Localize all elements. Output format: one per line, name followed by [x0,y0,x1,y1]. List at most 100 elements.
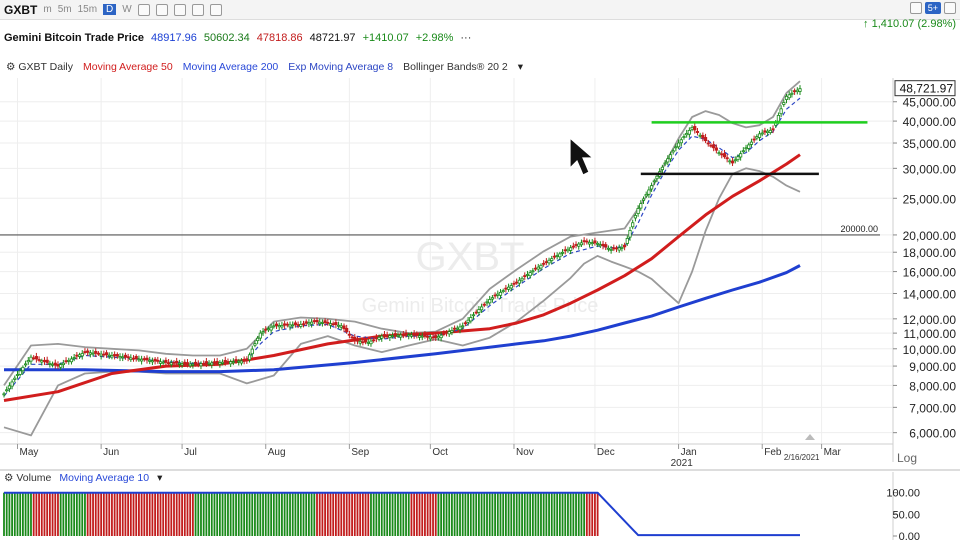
y-tick-label: 45,000.00 [903,96,957,110]
candle-body [525,274,530,276]
candle-body [110,355,114,358]
candle-body [768,129,772,133]
link-icon[interactable] [209,3,222,16]
legend-gear-icon[interactable]: ⚙ [6,61,16,73]
ma50-line [3,153,801,402]
candle-body [536,266,540,270]
volume-bar [475,492,478,536]
candle-body [706,142,710,145]
volume-bar [367,492,370,536]
volume-bar [540,492,542,536]
volume-bar [321,492,324,536]
candle-body [466,319,470,323]
symbol-label[interactable]: GXBT [4,2,38,17]
volume-bar [113,492,116,536]
volume-bar [445,492,448,536]
candle-body [336,324,341,327]
volume-bar [545,492,548,536]
volume-bar [75,492,78,536]
candle-body [496,293,500,296]
bollinger-bands [3,80,801,437]
volume-bar [388,492,391,536]
volume-bar [208,492,210,536]
header-change: ↑ 1,410.07 (2.98%) [863,18,956,30]
candle-body [204,361,208,364]
candle-body [207,362,211,365]
volume-bar [84,492,86,536]
candle-body [798,88,802,92]
candle-body [614,247,619,250]
timeframe-daily[interactable]: D [103,4,117,15]
price-header: Gemini Bitcoin Trade Price 48917.96 5060… [0,30,960,46]
volume-bar [3,492,5,536]
volume-legend-label[interactable]: ⚙ Volume [4,472,52,484]
volume-gear-icon[interactable]: ⚙ [4,472,14,484]
candle-body [547,259,551,264]
legend-dropdown-icon[interactable]: ▾ [517,61,524,73]
drawing-tools-icon[interactable] [155,3,168,16]
candle-body [145,357,149,361]
legend-ma200[interactable]: Moving Average 200 [182,61,279,73]
candle-body [649,185,654,190]
volume-bar [413,492,416,536]
candle-body [544,261,548,263]
more-icon[interactable]: ··· [460,32,472,44]
timeframe-5m[interactable]: 5m [57,4,72,15]
horizontal-levels[interactable] [640,121,868,176]
close-value: 48721.97 [309,32,356,44]
candle-body [609,249,613,251]
candle-body [550,258,554,261]
volume-bar [59,492,62,536]
candle-body [220,361,225,364]
candle-body [320,322,325,324]
volume-dropdown-icon[interactable]: ▾ [157,472,163,484]
volume-ma-label[interactable]: Moving Average 10 [59,472,150,484]
volume-bar [378,492,380,536]
candle-body [293,322,298,326]
timeframe-weekly[interactable]: W [122,4,132,15]
scroll-up-icon[interactable] [909,2,922,14]
dropdown-icon[interactable] [137,3,150,16]
legend-bollinger[interactable]: Bollinger Bands® 20 2 [403,61,508,73]
volume-bar [159,492,162,536]
volume-bar [16,492,19,536]
candle-body [310,321,314,325]
candle-body [334,322,338,326]
candle-body [229,361,233,365]
volume-bar [405,492,407,536]
candle-body [385,334,389,337]
candle-body [682,136,686,138]
candle-body [326,322,330,324]
candle-body [296,324,300,326]
candle-body [237,360,241,363]
candle-body [501,290,505,293]
volume-bar [205,492,208,536]
volume-bar [585,492,588,536]
layout-icon[interactable] [191,3,204,16]
legend-symbol[interactable]: ⚙ GXBT Daily [6,61,73,73]
volume-bar [515,492,518,536]
candle-body [714,147,718,151]
candle-body [782,102,786,105]
volume-bar [521,492,523,536]
candle-body [444,331,449,334]
candle-body [75,354,79,357]
volume-bar [553,492,556,536]
candle-body [96,352,101,355]
legend-ma50[interactable]: Moving Average 50 [83,61,173,73]
candle-body [779,108,783,115]
window-menu-icon[interactable] [944,2,956,14]
timeframe-1m[interactable]: m [43,4,52,15]
legend-ema8[interactable]: Exp Moving Average 8 [288,61,394,73]
candle-body [150,360,155,363]
timeframe-15m[interactable]: 15m [77,4,98,15]
link-group-badge[interactable]: 5+ [924,2,941,14]
volume-bar [513,492,515,536]
settings-icon[interactable] [173,3,186,16]
volume-bar [105,492,108,536]
volume-bar [518,492,521,536]
volume-bar [580,492,583,536]
y-tick-label: 6,000.00 [909,427,956,441]
candle-body [172,361,176,364]
